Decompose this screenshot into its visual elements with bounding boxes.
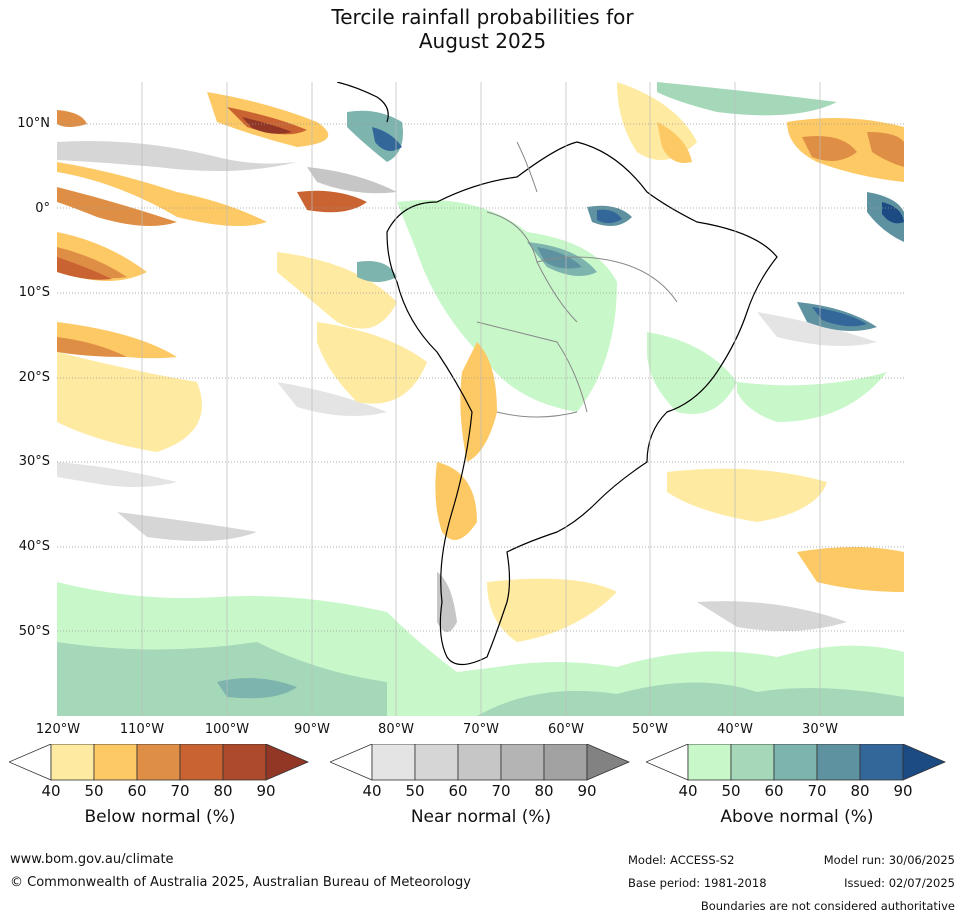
near-colorbar-tick-label: 40 [362, 782, 382, 800]
lon-label-70w: 70°W [463, 722, 499, 737]
lon-label-110w: 110°W [119, 722, 165, 737]
above-colorbar-tick-label: 90 [893, 782, 913, 800]
above-colorbar-tick-label: 40 [678, 782, 698, 800]
above-normal-colorbar-title: Above normal (%) [720, 807, 874, 827]
lat-label-30s: 30°S [18, 454, 50, 469]
map-title-line1: Tercile rainfall probabilities for [331, 5, 634, 29]
below-colorbar-segment [93, 744, 138, 781]
below-colorbar-segment [222, 744, 267, 781]
model-text: Model: ACCESS-S2 [628, 853, 735, 867]
base-period-text: Base period: 1981-2018 [628, 876, 767, 890]
above-colorbar-tick-label: 50 [721, 782, 741, 800]
near-colorbar-tick-label: 80 [534, 782, 554, 800]
below-colorbar-low-triangle [9, 744, 52, 781]
lat-label-10n: 10°N [17, 116, 50, 131]
below-colorbar-tick-label: 80 [213, 782, 233, 800]
near-colorbar-high-triangle [586, 744, 631, 781]
rainfall-probability-map [57, 82, 904, 716]
lon-label-50w: 50°W [632, 722, 668, 737]
above-colorbar-low-triangle [646, 744, 689, 781]
above-normal-patches [347, 82, 904, 422]
near-colorbar-low-triangle [330, 744, 373, 781]
above-colorbar-tick-label: 80 [850, 782, 870, 800]
above-colorbar-segment [859, 744, 904, 781]
below-normal-atlantic-patches [57, 82, 904, 642]
above-colorbar-segment [773, 744, 818, 781]
below-colorbar-tick-label: 90 [256, 782, 276, 800]
lat-label-0: 0° [35, 201, 50, 216]
map-title-line2: August 2025 [418, 29, 547, 53]
below-colorbar-segment [136, 744, 181, 781]
below-colorbar-high-triangle [265, 744, 310, 781]
below-colorbar-segment [179, 744, 224, 781]
below-colorbar-tick-label: 60 [127, 782, 147, 800]
above-colorbar-segment [816, 744, 861, 781]
lon-label-100w: 100°W [204, 722, 250, 737]
near-colorbar-segment [543, 744, 588, 781]
above-normal-colorbar [646, 744, 947, 781]
near-colorbar-tick-label: 60 [448, 782, 468, 800]
country-borders [476, 141, 678, 418]
lon-label-60w: 60°W [548, 722, 584, 737]
below-normal-colorbar [9, 744, 310, 781]
model-run-text: Model run: 30/06/2025 [823, 853, 955, 867]
near-normal-patches [57, 141, 877, 632]
lon-label-30w: 30°W [802, 722, 838, 737]
below-normal-colorbar-title: Below normal (%) [84, 807, 236, 827]
boundaries-note: Boundaries are not considered authoritat… [700, 899, 955, 913]
below-colorbar-segment [50, 744, 95, 781]
lon-label-40w: 40°W [717, 722, 753, 737]
near-colorbar-tick-label: 70 [491, 782, 511, 800]
near-colorbar-segment [414, 744, 459, 781]
below-colorbar-tick-label: 50 [84, 782, 104, 800]
below-colorbar-tick-label: 40 [41, 782, 61, 800]
issued-text: Issued: 02/07/2025 [844, 876, 955, 890]
near-colorbar-segment [457, 744, 502, 781]
gridlines [57, 82, 904, 716]
lat-label-20s: 20°S [18, 370, 50, 385]
near-normal-colorbar [330, 744, 631, 781]
above-colorbar-tick-label: 70 [807, 782, 827, 800]
lat-label-50s: 50°S [18, 624, 50, 639]
website-link[interactable]: www.bom.gov.au/climate [10, 852, 174, 867]
lat-label-10s: 10°S [18, 285, 50, 300]
coastline [336, 82, 778, 666]
copyright-text: © Commonwealth of Australia 2025, Austra… [10, 875, 471, 890]
above-colorbar-tick-label: 60 [764, 782, 784, 800]
near-colorbar-segment [371, 744, 416, 781]
near-normal-colorbar-title: Near normal (%) [410, 807, 552, 827]
lat-label-40s: 40°S [18, 539, 50, 554]
lon-label-90w: 90°W [294, 722, 330, 737]
near-colorbar-segment [500, 744, 545, 781]
lon-label-120w: 120°W [35, 722, 81, 737]
near-colorbar-tick-label: 90 [577, 782, 597, 800]
lon-label-80w: 80°W [378, 722, 414, 737]
above-normal-southern-band [57, 582, 904, 716]
above-colorbar-high-triangle [902, 744, 947, 781]
below-colorbar-tick-label: 70 [170, 782, 190, 800]
below-normal-tropical-pacific [57, 92, 397, 359]
above-colorbar-segment [730, 744, 775, 781]
near-colorbar-tick-label: 50 [405, 782, 425, 800]
above-colorbar-segment [687, 744, 732, 781]
